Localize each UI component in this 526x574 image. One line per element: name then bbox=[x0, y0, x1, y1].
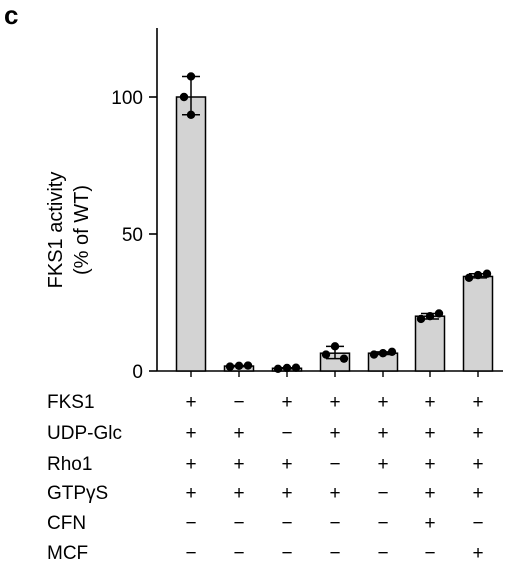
data-point bbox=[378, 348, 388, 358]
condition-table: FKS1 + − + + + + + UDP-Glc + + − + + + + Rho1 + + + − + + + GTPγ… bbox=[47, 392, 484, 564]
condition-label: Rho1 bbox=[47, 454, 92, 475]
y-tick-label: 100 bbox=[111, 88, 143, 109]
data-point bbox=[339, 354, 349, 363]
data-point bbox=[225, 362, 235, 371]
condition-sign: − bbox=[281, 423, 292, 444]
data-point bbox=[425, 312, 435, 321]
condition-sign: + bbox=[377, 454, 388, 475]
condition-sign: − bbox=[472, 513, 483, 534]
condition-sign: − bbox=[377, 483, 388, 504]
condition-sign: − bbox=[233, 513, 244, 534]
panel-label: c bbox=[4, 0, 19, 30]
data-point bbox=[291, 363, 301, 372]
condition-sign: − bbox=[185, 513, 196, 534]
data-point bbox=[282, 363, 292, 373]
condition-sign: + bbox=[233, 423, 244, 444]
data-point bbox=[234, 361, 244, 370]
condition-label: FKS1 bbox=[47, 392, 95, 413]
condition-sign: − bbox=[377, 543, 388, 564]
condition-sign: + bbox=[377, 392, 388, 413]
condition-sign: + bbox=[472, 454, 483, 475]
condition-sign: + bbox=[185, 483, 196, 504]
bars bbox=[175, 72, 494, 374]
y-tick-label: 50 bbox=[122, 225, 143, 246]
condition-sign: + bbox=[329, 423, 340, 444]
condition-sign: + bbox=[472, 392, 483, 413]
condition-sign: + bbox=[233, 483, 244, 504]
condition-sign: + bbox=[185, 454, 196, 475]
data-point bbox=[434, 309, 444, 318]
condition-sign: + bbox=[185, 392, 196, 413]
condition-sign: − bbox=[329, 454, 340, 475]
condition-sign: + bbox=[424, 454, 435, 475]
condition-label: UDP-Glc bbox=[47, 423, 122, 444]
condition-sign: + bbox=[185, 423, 196, 444]
data-point bbox=[416, 314, 426, 324]
data-point bbox=[473, 270, 483, 280]
condition-sign: + bbox=[424, 513, 435, 534]
condition-sign: + bbox=[472, 483, 483, 504]
data-point bbox=[243, 361, 253, 370]
condition-sign: + bbox=[424, 483, 435, 504]
y-axis-label: FKS1 activity (% of WT) bbox=[45, 172, 93, 289]
condition-sign: + bbox=[424, 423, 435, 444]
condition-sign: − bbox=[281, 543, 292, 564]
bar bbox=[414, 315, 446, 372]
condition-sign: + bbox=[424, 392, 435, 413]
condition-sign: − bbox=[377, 513, 388, 534]
data-point bbox=[273, 364, 283, 374]
condition-sign: + bbox=[377, 423, 388, 444]
condition-sign: + bbox=[472, 543, 483, 564]
condition-sign: + bbox=[233, 454, 244, 475]
condition-sign: − bbox=[233, 543, 244, 564]
data-point bbox=[482, 269, 492, 278]
condition-sign: − bbox=[233, 392, 244, 413]
condition-label: CFN bbox=[47, 513, 86, 534]
data-point bbox=[179, 92, 189, 102]
y-axis-title: FKS1 activity (% of WT) bbox=[45, 172, 93, 289]
y-axis-title-line: FKS1 activity bbox=[45, 172, 67, 289]
data-point bbox=[186, 110, 196, 120]
condition-sign: + bbox=[281, 483, 292, 504]
condition-sign: − bbox=[329, 543, 340, 564]
condition-sign: − bbox=[329, 513, 340, 534]
condition-sign: + bbox=[281, 392, 292, 413]
data-point bbox=[387, 347, 397, 357]
condition-sign: + bbox=[472, 423, 483, 444]
condition-label: MCF bbox=[47, 543, 88, 564]
y-tick-label: 0 bbox=[132, 362, 143, 383]
data-point bbox=[321, 350, 331, 359]
bar bbox=[462, 275, 494, 372]
y-axis-title-line: (% of WT) bbox=[71, 185, 93, 275]
condition-sign: + bbox=[329, 483, 340, 504]
bar bbox=[175, 96, 207, 372]
data-point bbox=[464, 273, 474, 283]
data-point bbox=[186, 72, 196, 81]
condition-sign: + bbox=[281, 454, 292, 475]
condition-sign: + bbox=[329, 392, 340, 413]
data-point bbox=[330, 342, 340, 351]
condition-sign: − bbox=[281, 513, 292, 534]
condition-sign: − bbox=[185, 543, 196, 564]
data-point bbox=[369, 350, 379, 359]
condition-label: GTPγS bbox=[47, 483, 108, 504]
condition-sign: − bbox=[424, 543, 435, 564]
